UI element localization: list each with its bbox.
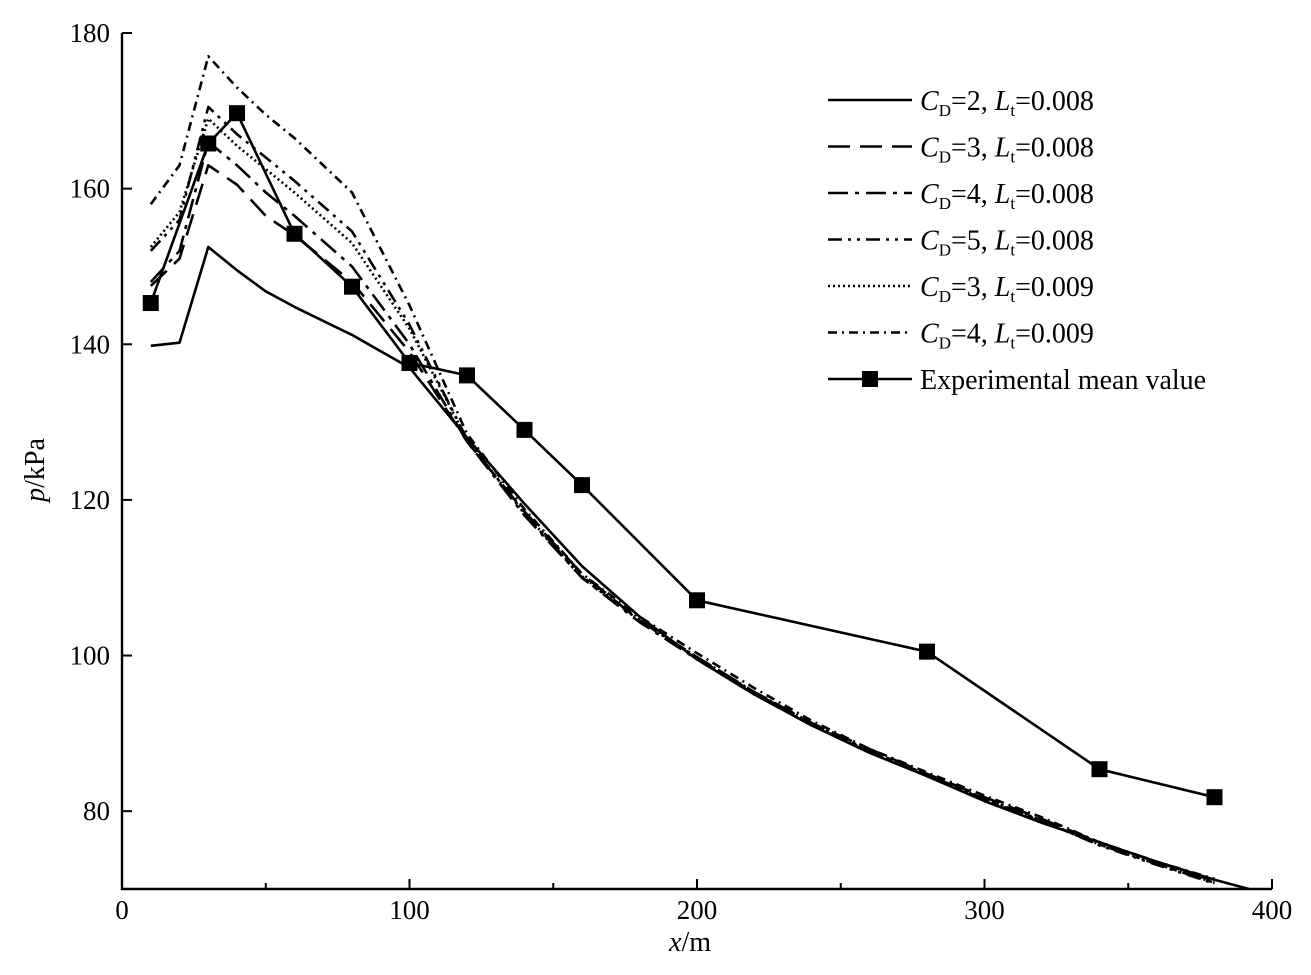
- y-axis-variable: p: [20, 488, 51, 504]
- data-point-marker: [574, 477, 590, 494]
- x-axis-title: x/m: [668, 927, 711, 958]
- x-tick-label: 100: [389, 895, 430, 925]
- legend-label: CD=4, Lt=0.009: [920, 319, 1094, 353]
- y-axis-unit: /kPa: [20, 438, 51, 488]
- series-line: [149, 111, 1215, 799]
- legend-label: CD=4, Lt=0.008: [920, 179, 1094, 213]
- data-point-marker: [919, 643, 935, 660]
- data-point-marker: [142, 295, 159, 312]
- axes: 0 100 200 300 400 80 100 120 140 160 180: [70, 18, 1293, 925]
- x-axis-unit: /m: [681, 927, 711, 958]
- series-line: [149, 105, 1215, 885]
- axis-titles: x/m p/kPa: [20, 438, 711, 958]
- legend-marker: [862, 371, 878, 387]
- y-tick-label: 160: [70, 174, 111, 204]
- legend-label: Experimental mean value: [920, 365, 1206, 396]
- y-tick-label: 100: [70, 641, 111, 671]
- x-tick-label: 0: [115, 895, 129, 925]
- data-point-marker: [689, 592, 705, 609]
- x-tick-label: 200: [677, 895, 718, 925]
- y-axis-title: p/kPa: [20, 438, 51, 504]
- x-axis-variable: x: [668, 927, 682, 958]
- y-tick-label: 80: [83, 796, 110, 826]
- series-line: [150, 245, 1250, 891]
- y-tick-label: 140: [70, 329, 111, 359]
- data-point-marker: [1091, 761, 1108, 778]
- x-tick-label: 400: [1252, 895, 1293, 925]
- data-point-marker: [459, 367, 475, 384]
- legend-label: CD=3, Lt=0.008: [920, 133, 1094, 167]
- legend-label: CD=3, Lt=0.009: [920, 272, 1094, 306]
- data-point-marker: [1206, 789, 1223, 806]
- series-line: [149, 54, 1215, 881]
- data-point-marker: [229, 105, 245, 122]
- data-point-marker: [344, 278, 360, 295]
- legend-label: CD=2, Lt=0.008: [920, 86, 1094, 120]
- series-line: [149, 117, 1215, 885]
- data-point-marker: [516, 421, 533, 438]
- y-tick-label: 120: [70, 485, 111, 515]
- axis-frame: [120, 33, 1272, 891]
- x-tick-label: 300: [964, 895, 1005, 925]
- series-line: [149, 164, 1215, 883]
- data-point-marker: [200, 135, 217, 152]
- legend-label: CD=5, Lt=0.008: [920, 226, 1094, 260]
- data-point-marker: [286, 225, 303, 242]
- series-group: [142, 54, 1250, 891]
- legend: CD=2, Lt=0.008 CD=3, Lt=0.008 CD=4, Lt=0.0…: [828, 86, 1206, 396]
- y-tick-label: 180: [70, 18, 111, 48]
- data-point-marker: [401, 354, 418, 371]
